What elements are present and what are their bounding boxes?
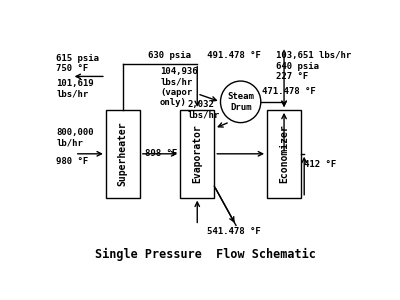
Text: 103,651 lbs/hr
640 psia
227 °F: 103,651 lbs/hr 640 psia 227 °F [276,51,352,81]
Text: 101,619
lbs/hr: 101,619 lbs/hr [56,80,94,99]
Text: 471.478 °F: 471.478 °F [262,87,316,96]
Text: Steam
Drum: Steam Drum [227,92,254,112]
Text: Evaporator: Evaporator [192,124,202,183]
Text: 412 °F: 412 °F [304,160,336,169]
Text: 898 °F: 898 °F [144,149,177,158]
Text: Economizer: Economizer [279,124,289,183]
Text: 615 psia
750 °F: 615 psia 750 °F [56,54,99,74]
Bar [267,110,301,198]
Text: 630 psia   491.478 °F: 630 psia 491.478 °F [148,51,260,60]
Text: 541.478 °F: 541.478 °F [206,227,260,236]
Text: 104,936
lbs/hr
(vapor
only): 104,936 lbs/hr (vapor only) [160,67,198,107]
Text: Superheater: Superheater [118,122,128,186]
Text: Single Pressure  Flow Schematic: Single Pressure Flow Schematic [94,248,316,261]
Text: 800,000
lb/hr: 800,000 lb/hr [56,128,94,147]
Bar [106,110,140,198]
Bar [180,110,214,198]
Text: 980 °F: 980 °F [56,158,88,166]
Text: 2,032
lbs/hr: 2,032 lbs/hr [188,100,220,120]
Ellipse shape [220,81,261,123]
